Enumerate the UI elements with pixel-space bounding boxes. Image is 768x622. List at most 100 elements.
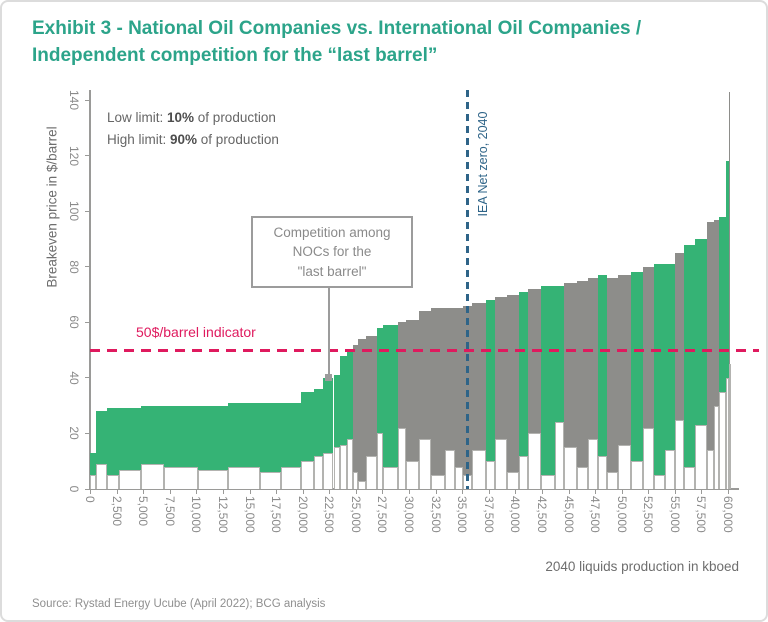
x-tick	[674, 490, 676, 494]
bar-segment-ioc_ind	[577, 280, 588, 467]
x-tick	[515, 490, 517, 494]
bar-segment-ioc_ind	[506, 294, 519, 473]
bar-segment-noc	[725, 161, 730, 378]
bar-segment-noc	[314, 389, 323, 456]
iea-net-zero-line	[465, 90, 469, 489]
y-tick	[85, 99, 89, 101]
y-tick	[85, 432, 89, 434]
bar-low-limit-segment	[725, 377, 730, 489]
x-tick	[701, 490, 703, 494]
bar-segment-ioc_ind	[454, 308, 464, 467]
x-tick	[222, 490, 224, 494]
bar-segment-noc	[322, 377, 334, 453]
noc-competition-callout: Competition among NOCs for the "last bar…	[251, 216, 413, 288]
bar-low-limit-segment	[642, 427, 654, 489]
x-tick	[90, 490, 91, 494]
bar-low-limit-segment	[606, 472, 619, 489]
x-tick	[728, 490, 729, 494]
x-tick	[462, 490, 464, 494]
bar-segment-ioc_ind	[405, 319, 419, 462]
bar-low-limit-segment	[653, 475, 666, 489]
bar-low-limit-segment	[684, 466, 696, 489]
bar-low-limit-segment	[405, 461, 419, 489]
x-tick	[249, 490, 251, 494]
bar-segment-noc	[684, 244, 696, 467]
50-dollar-indicator-line	[90, 348, 759, 352]
bar-low-limit-segment	[260, 472, 282, 489]
x-tick	[595, 490, 597, 494]
bar-segment-noc	[339, 355, 348, 445]
callout-leader-dot	[325, 374, 332, 381]
bar-segment-noc	[107, 408, 119, 476]
y-tick	[85, 377, 89, 379]
bar-low-limit-segment	[96, 464, 107, 489]
x-tick	[382, 490, 384, 494]
bar-low-limit-segment	[398, 427, 406, 489]
x-tick	[355, 490, 357, 494]
bar-low-limit-segment	[366, 455, 378, 489]
bar-low-limit-segment	[90, 475, 97, 489]
x-axis-line	[89, 488, 739, 490]
bar-low-limit-segment	[695, 425, 707, 489]
bar-low-limit-segment	[554, 422, 565, 489]
x-tick	[196, 490, 198, 494]
bar-low-limit-segment	[377, 433, 384, 489]
bar-segment-ioc_ind	[366, 336, 378, 456]
callout-leader-line	[328, 284, 330, 376]
bar-segment-noc	[653, 263, 666, 476]
bar-segment-noc	[118, 408, 142, 470]
x-tick	[621, 490, 623, 494]
bar-segment-noc	[695, 238, 707, 426]
bar-low-limit-segment	[357, 480, 367, 489]
x-tick	[169, 490, 171, 494]
bar-segment-noc	[260, 402, 282, 473]
bar-segment-ioc_ind	[729, 91, 731, 364]
bar-low-limit-segment	[418, 439, 432, 489]
x-tick	[648, 490, 650, 494]
legend-low-limit: Low limit: 10% of production	[107, 110, 276, 125]
legend-high-limit: High limit: 90% of production	[107, 131, 279, 147]
x-tick	[435, 490, 437, 494]
bar-segment-noc	[228, 402, 261, 467]
x-tick	[116, 490, 118, 494]
bar-segment-ioc_ind	[445, 308, 455, 451]
bar-low-limit-segment	[314, 455, 323, 489]
x-tick	[488, 490, 490, 494]
bar-low-limit-segment	[333, 447, 340, 489]
y-tick	[85, 155, 89, 157]
limits-legend: Low limit: 10% of production High limit:…	[107, 107, 279, 150]
bar-segment-ioc_ind	[471, 302, 486, 451]
bar-low-limit-segment	[714, 405, 720, 489]
bar-low-limit-segment	[719, 391, 726, 489]
bar-segment-ioc_ind	[352, 344, 358, 473]
bar-segment-noc	[347, 350, 353, 439]
bar-segment-noc	[631, 272, 643, 462]
bar-low-limit-segment	[228, 466, 261, 489]
y-tick	[85, 210, 89, 212]
y-axis-line	[89, 90, 91, 489]
bar-low-limit-segment	[495, 439, 507, 489]
bar-segment-ioc_ind	[642, 266, 654, 428]
x-tick	[541, 490, 543, 494]
bar-segment-noc	[96, 411, 107, 464]
bar-low-limit-segment	[485, 461, 496, 489]
bar-low-limit-segment	[339, 444, 348, 489]
bar-segment-noc	[383, 325, 399, 467]
bar-low-limit-segment	[141, 464, 165, 489]
bar-low-limit-segment	[665, 450, 675, 489]
bar-segment-noc	[665, 263, 675, 451]
bar-low-limit-segment	[598, 455, 607, 489]
bar-low-limit-segment	[518, 455, 529, 489]
x-tick	[302, 490, 304, 494]
bar-low-limit-segment	[383, 466, 399, 489]
50-dollar-indicator-label: 50$/barrel indicator	[136, 324, 256, 340]
y-tick	[85, 488, 89, 490]
bar-low-limit-segment	[454, 466, 464, 489]
bar-low-limit-segment	[118, 469, 142, 489]
source-note: Source: Rystad Energy Ucube (April 2022)…	[32, 598, 326, 610]
bar-low-limit-segment	[618, 444, 632, 489]
bar-low-limit-segment	[564, 447, 577, 489]
x-tick	[143, 490, 145, 494]
bar-low-limit-segment	[352, 472, 358, 489]
